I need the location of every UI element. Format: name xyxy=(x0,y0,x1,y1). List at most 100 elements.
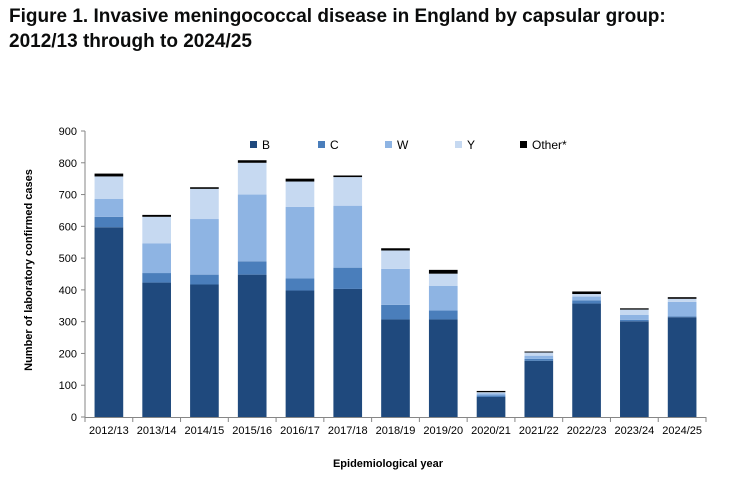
legend-swatch xyxy=(385,141,392,148)
bar-c-segment xyxy=(190,274,219,285)
y-ticks: 0 100 200 300 400 500 600 700 800 900 xyxy=(59,126,85,424)
x-tick-label: 2013/14 xyxy=(137,425,177,437)
bar-y-segment xyxy=(476,392,506,394)
bar-other-segment xyxy=(237,160,267,163)
bar-w-segment xyxy=(524,355,554,359)
bar-c-segment xyxy=(572,300,601,304)
legend-label: Y xyxy=(467,138,475,152)
y-tick-label: 500 xyxy=(59,253,77,265)
y-tick-label: 700 xyxy=(59,190,77,202)
bar-c-segment xyxy=(524,358,554,361)
bar-w-segment xyxy=(94,199,124,217)
bar-w-segment xyxy=(620,314,649,320)
x-tick-label: 2020/21 xyxy=(471,425,511,437)
bar-y-segment xyxy=(237,162,267,195)
bar-b-segment xyxy=(333,288,363,417)
y-tick-label: 100 xyxy=(59,380,77,392)
bar-b-segment xyxy=(524,360,554,417)
bar-w-segment xyxy=(333,205,363,268)
bar-w-segment xyxy=(237,194,267,262)
bar-other-segment xyxy=(94,173,124,177)
bar-b-segment xyxy=(620,321,649,417)
x-tick-label: 2021/22 xyxy=(519,425,559,437)
y-tick-label: 0 xyxy=(71,412,77,424)
bar-other-segment xyxy=(620,308,649,310)
x-tick-label: 2012/13 xyxy=(89,425,129,437)
bar-w-segment xyxy=(285,206,315,279)
x-tick-label: 2014/15 xyxy=(185,425,225,437)
bar-b-segment xyxy=(381,319,410,417)
bar-b-segment xyxy=(285,290,315,417)
bars xyxy=(94,160,697,417)
bar-w-segment xyxy=(476,393,506,396)
bar-c-segment xyxy=(476,395,506,397)
bar-c-segment xyxy=(237,261,267,275)
bar-other-segment xyxy=(381,248,410,251)
bar-w-segment xyxy=(142,243,171,274)
x-tick-label: 2019/20 xyxy=(423,425,463,437)
bar-other-segment xyxy=(190,187,219,189)
bar-c-segment xyxy=(142,273,171,283)
legend-swatch xyxy=(455,141,462,148)
bar-b-segment xyxy=(476,396,506,417)
y-tick-label: 800 xyxy=(59,158,77,170)
bar-c-segment xyxy=(333,267,363,289)
bar-w-segment xyxy=(428,285,458,311)
legend: B C W Y Other* xyxy=(250,138,567,152)
bar-b-segment xyxy=(572,303,601,417)
bar-y-segment xyxy=(428,273,458,286)
bar-other-segment xyxy=(476,390,506,393)
bar-c-segment xyxy=(428,310,458,320)
bar-y-segment xyxy=(285,181,315,207)
bar-other-segment xyxy=(142,214,171,217)
bar-c-segment xyxy=(620,319,649,322)
bar-w-segment xyxy=(381,268,410,305)
bar-other-segment xyxy=(333,175,363,178)
y-tick-label: 900 xyxy=(59,126,77,138)
x-tick-label: 2018/19 xyxy=(376,425,416,437)
y-axis-title: Number of laboratory confirmed cases xyxy=(23,169,35,371)
bar-other-segment xyxy=(572,291,601,295)
bar-c-segment xyxy=(285,278,315,291)
bar-y-segment xyxy=(142,216,171,244)
y-tick-label: 300 xyxy=(59,317,77,329)
bar-b-segment xyxy=(237,274,267,417)
legend-label: W xyxy=(397,138,409,152)
bar-c-segment xyxy=(667,316,697,318)
bar-y-segment xyxy=(94,176,124,200)
legend-swatch xyxy=(250,141,257,148)
y-tick-label: 200 xyxy=(59,348,77,360)
bar-other-segment xyxy=(428,269,458,274)
legend-label: C xyxy=(330,138,339,152)
bar-b-segment xyxy=(190,284,219,417)
bar-w-segment xyxy=(190,219,219,275)
bar-c-segment xyxy=(381,304,410,320)
page-title: Figure 1. Invasive meningococcal disease… xyxy=(9,6,666,52)
bar-b-segment xyxy=(667,317,697,417)
legend-swatch xyxy=(520,141,527,148)
x-tick-label: 2023/24 xyxy=(614,425,654,437)
x-axis-title: Epidemiological year xyxy=(333,458,444,470)
bar-y-segment xyxy=(572,294,601,297)
x-tick-label: 2022/23 xyxy=(567,425,607,437)
bar-other-segment xyxy=(285,178,315,182)
bar-b-segment xyxy=(94,227,124,417)
bar-other-segment xyxy=(667,297,697,299)
y-tick-label: 600 xyxy=(59,221,77,233)
bar-b-segment xyxy=(142,282,171,417)
bar-y-segment xyxy=(190,188,219,220)
bar-y-segment xyxy=(667,298,697,302)
x-tick-label: 2024/25 xyxy=(662,425,702,437)
x-tick-label: 2015/16 xyxy=(232,425,272,437)
bar-y-segment xyxy=(620,309,649,315)
x-ticks: 2012/13 2013/14 2014/15 2015/16 2016/17 2017/… xyxy=(84,417,707,437)
x-tick-label: 2017/18 xyxy=(328,425,368,437)
bar-w-segment xyxy=(667,301,697,317)
bar-w-segment xyxy=(572,296,601,301)
bar-y-segment xyxy=(524,352,554,356)
legend-label: B xyxy=(262,138,270,152)
bar-y-segment xyxy=(381,250,410,269)
bar-other-segment xyxy=(524,351,554,353)
bar-c-segment xyxy=(94,216,124,228)
